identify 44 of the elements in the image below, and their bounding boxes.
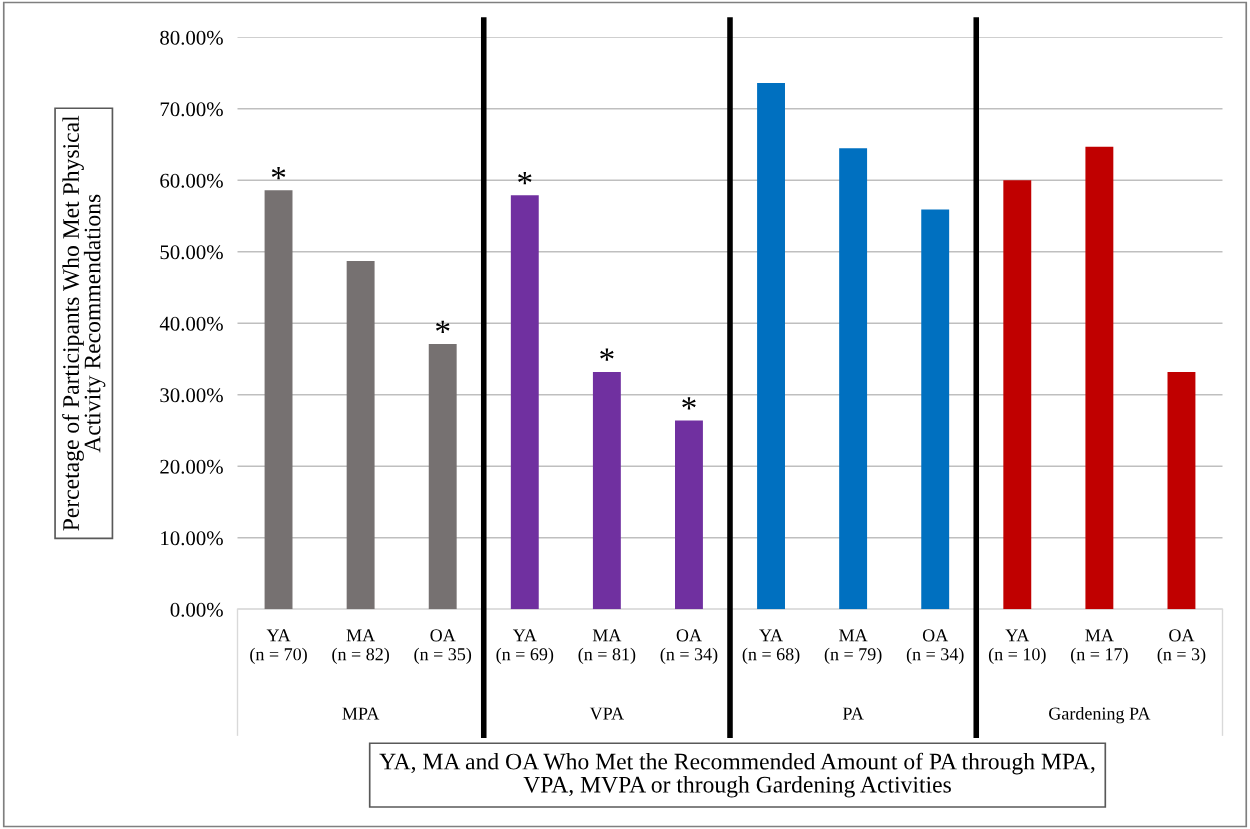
y-tick-label: 30.00% (160, 388, 223, 403)
bar (264, 190, 293, 610)
data-label: * (271, 166, 286, 180)
data-label: * (600, 348, 614, 361)
bar (1003, 180, 1032, 610)
x-axis-title: YA, MA and OA Who Met the Recommended Amount of PA through MPA, VPA, MVPA or through Gardening Activities (379, 752, 1095, 798)
bar (592, 371, 621, 610)
bar (1085, 146, 1114, 610)
x-tick-label: MA (n = 81) (578, 629, 636, 665)
x-tick-label: YA (n = 68) (742, 629, 800, 665)
data-label: * (436, 320, 450, 333)
y-tick-label: 10.00% (161, 531, 223, 546)
text: Gardening PA (1049, 706, 1151, 724)
y-tick-label: 0.00% (170, 602, 223, 617)
x-tick-label: OA (n = 34) (906, 629, 964, 665)
bar (510, 195, 539, 610)
x-tick-label: OA (n = 35) (414, 629, 472, 665)
x-tick-label: MA (n = 79) (824, 629, 882, 665)
x-tick-label: OA (n = 3) (1157, 629, 1206, 665)
bar (346, 261, 375, 610)
y-tick-label: 50.00% (160, 245, 223, 260)
text: PA (842, 707, 864, 720)
bar (675, 420, 703, 610)
bar (1167, 371, 1196, 610)
y-tick-label: 40.00% (159, 316, 223, 331)
bar (428, 344, 457, 610)
bar (757, 83, 785, 610)
bar (921, 209, 950, 610)
data-label: * (682, 397, 696, 410)
y-tick-label: 70.00% (160, 102, 223, 117)
x-tick-label: YA (n = 70) (250, 629, 307, 665)
x-tick-label: OA (n = 34) (660, 629, 718, 665)
y-tick-label: 20.00% (160, 459, 223, 474)
y-tick-label: 80.00% (160, 30, 223, 45)
text: MPA (342, 707, 380, 720)
x-tick-label: YA (n = 10) (988, 629, 1046, 665)
data-label: * (518, 171, 532, 185)
x-tick-label: MA (n = 82) (332, 629, 389, 665)
text: VPA (589, 707, 624, 720)
x-tick-label: YA (n = 69) (496, 629, 554, 665)
bar (839, 148, 868, 610)
x-tick-label: MA (n = 17) (1071, 629, 1128, 665)
y-axis-title: Percetage of Participants Who Met Physical Activity Recommendations (62, 115, 106, 531)
y-tick-label: 60.00% (160, 173, 223, 188)
